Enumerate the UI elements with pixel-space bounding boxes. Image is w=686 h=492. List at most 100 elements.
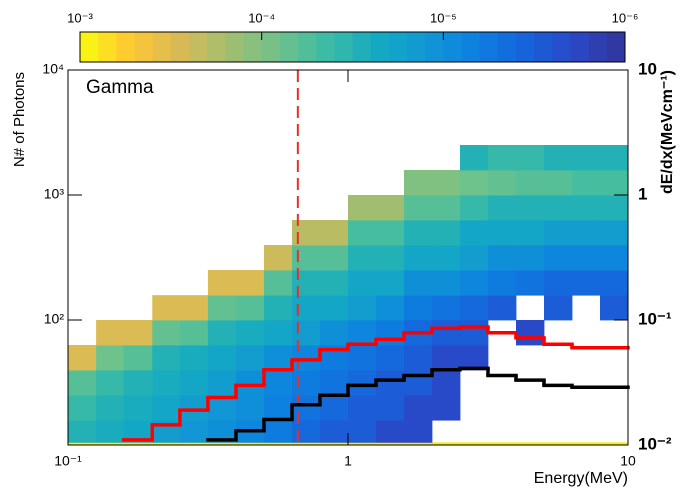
heatmap-cell: [376, 370, 405, 396]
heatmap-cell: [376, 219, 405, 246]
heatmap-cell: [179, 370, 209, 396]
heatmap-cell: [599, 144, 629, 171]
heatmap-cell: [96, 344, 125, 371]
heatmap-cell: [179, 442, 209, 446]
heatmap-cell: [572, 144, 601, 171]
heatmap-cell: [319, 395, 349, 421]
heatmap-cell: [515, 245, 545, 271]
heatmap-cell: [123, 320, 153, 346]
heatmap-cell: [431, 195, 461, 221]
heatmap-cell: [319, 442, 349, 446]
heatmap-cell: [207, 344, 237, 371]
heatmap-cell: [152, 295, 181, 321]
heatmap-cell: [123, 442, 153, 446]
heatmap-cell: [319, 420, 349, 443]
heatmap-cell: [152, 344, 181, 371]
colorbar-box: [388, 32, 408, 62]
heatmap-cell: [599, 442, 629, 446]
heatmap-cell: [515, 442, 545, 446]
heatmap-cell: [487, 195, 517, 221]
heatmap-cell: [487, 295, 517, 321]
heatmap-cell: [515, 195, 545, 221]
heatmap-cell: [263, 245, 293, 271]
heatmap-cell: [292, 270, 321, 296]
heatmap-cell: [404, 442, 433, 446]
heatmap-cell: [263, 395, 293, 421]
heatmap-cell: [376, 270, 405, 296]
heatmap-cell: [487, 219, 517, 246]
heatmap-cell: [404, 270, 433, 296]
heatmap-cell: [460, 344, 489, 371]
colorbar-box: [461, 32, 481, 62]
y-tick-label: 10⁴: [42, 61, 64, 77]
y2-tick-label: 10⁻²: [638, 434, 672, 453]
heatmap-cell: [599, 295, 629, 321]
x-tick-label: 1: [344, 453, 352, 469]
heatmap-cell: [404, 395, 433, 421]
colorbar-tick-label: 10⁻⁶: [612, 10, 639, 25]
heatmap-cell: [460, 245, 489, 271]
heatmap-cell: [460, 144, 489, 171]
heatmap-cell: [599, 219, 629, 246]
heatmap-cell: [207, 270, 237, 296]
x-tick-label: 10: [620, 453, 636, 469]
heatmap-cell: [152, 442, 181, 446]
colorbar-box: [243, 32, 263, 62]
colorbar-box: [516, 32, 535, 62]
heatmap-cell: [515, 144, 545, 171]
heatmap-cell: [460, 442, 489, 446]
heatmap-cell: [348, 195, 377, 221]
heatmap-cell: [348, 395, 377, 421]
heatmap-cell: [572, 169, 601, 196]
heatmap-cell: [68, 370, 97, 396]
heatmap-cell: [487, 442, 517, 446]
heatmap-cell: [263, 320, 293, 346]
heatmap-cell: [292, 395, 321, 421]
heatmap-cell: [431, 169, 461, 196]
heatmap-cell: [572, 245, 601, 271]
heatmap-cell: [431, 219, 461, 246]
heatmap-cell: [235, 344, 265, 371]
colorbar-box: [552, 32, 571, 62]
colorbar-box: [316, 32, 335, 62]
heatmap-cell: [348, 442, 377, 446]
heatmap-cell: [515, 169, 545, 196]
heatmap-cell: [544, 219, 573, 246]
heatmap-cell: [207, 395, 237, 421]
heatmap-cell: [179, 344, 209, 371]
heatmap-cell: [152, 395, 181, 421]
heatmap-cell: [292, 295, 321, 321]
heatmap-cell: [319, 295, 349, 321]
heatmap-cell: [544, 195, 573, 221]
heatmap-cell: [572, 442, 601, 446]
heatmap-cell: [431, 395, 461, 421]
colorbar-box: [279, 32, 299, 62]
colorbar-box: [407, 32, 426, 62]
heatmap-cell: [96, 395, 125, 421]
heatmap-cell: [431, 442, 461, 446]
colorbar-box: [570, 32, 590, 62]
heatmap-cell: [460, 219, 489, 246]
heatmap-cell: [263, 295, 293, 321]
colorbar-box: [207, 32, 226, 62]
colorbar-box: [261, 32, 281, 62]
colorbar-frame: [79, 31, 626, 63]
heatmap-cell: [487, 270, 517, 296]
colorbar-box: [606, 32, 626, 62]
heatmap-cell: [544, 295, 573, 321]
heatmap-cell: [348, 270, 377, 296]
heatmap-cell: [404, 295, 433, 321]
colorbar-box: [134, 32, 154, 62]
y-tick-label: 10³: [44, 186, 65, 202]
heatmap-cell: [348, 370, 377, 396]
heatmap-cell: [487, 144, 517, 171]
heatmap-cell: [292, 219, 321, 246]
heatmap-cell: [572, 195, 601, 221]
heatmap-cell: [292, 320, 321, 346]
heatmap-cell: [68, 442, 97, 446]
heatmap-cell: [599, 245, 629, 271]
heatmap-cell: [319, 219, 349, 246]
heatmap-cell: [460, 320, 489, 346]
heatmap-cell: [207, 320, 237, 346]
heatmap-cell: [599, 169, 629, 196]
